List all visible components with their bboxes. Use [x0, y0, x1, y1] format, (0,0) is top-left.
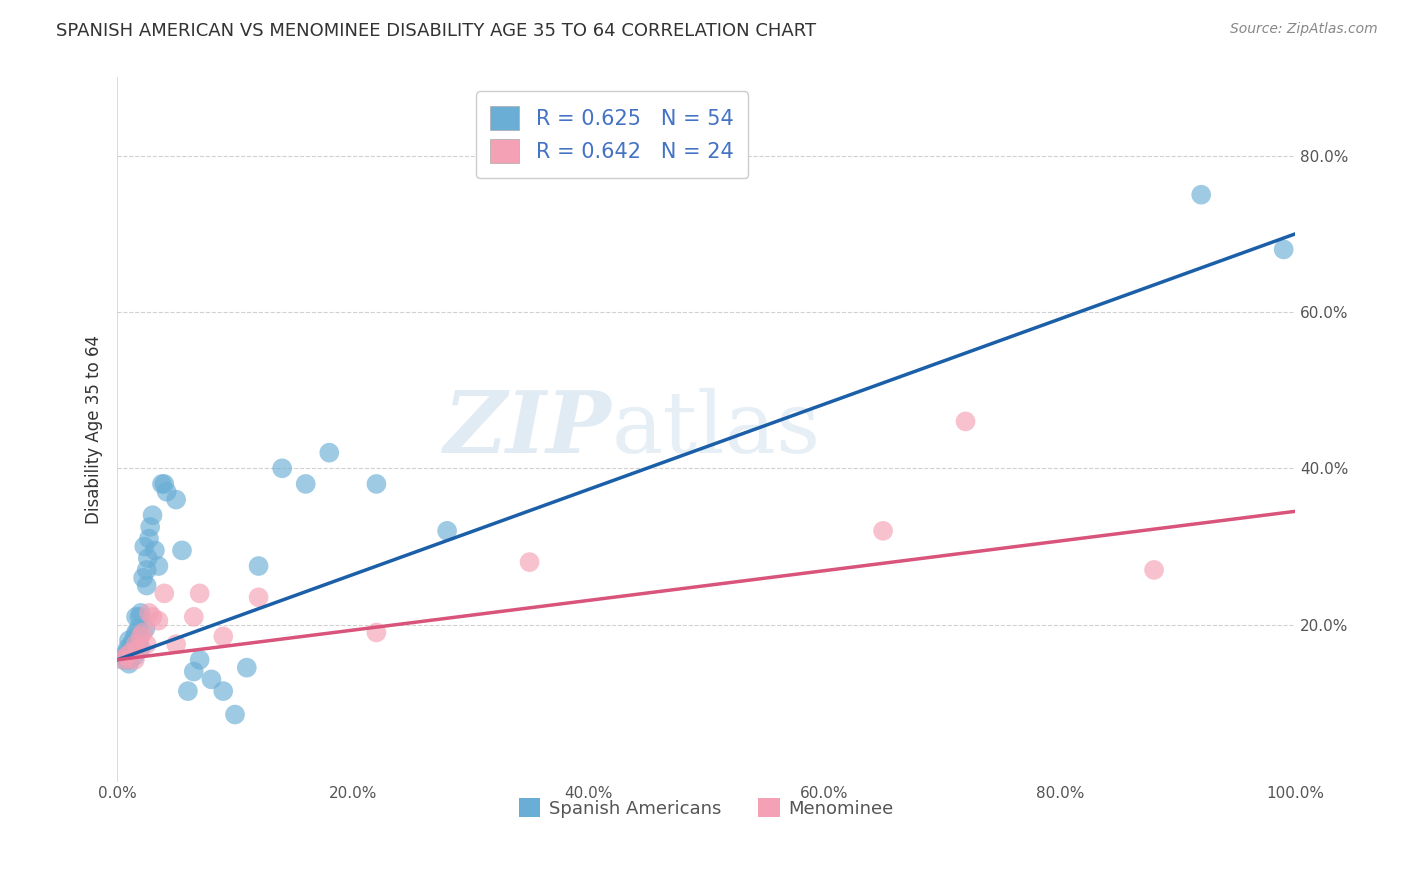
Point: [124, 637, 146, 651]
Point: [125, 625, 148, 640]
Point: [118, 657, 141, 671]
Point: [127, 622, 149, 636]
Point: [125, 637, 148, 651]
Point: [115, 648, 138, 663]
Point: [135, 637, 157, 651]
Point: [188, 586, 211, 600]
Point: [139, 520, 162, 534]
Point: [366, 477, 388, 491]
Point: [150, 477, 173, 491]
Y-axis label: Disability Age 35 to 64: Disability Age 35 to 64: [86, 334, 103, 524]
Point: [247, 559, 270, 574]
Point: [122, 633, 145, 648]
Point: [127, 637, 149, 651]
Point: [136, 551, 159, 566]
Point: [1143, 563, 1166, 577]
Point: [127, 633, 149, 648]
Point: [129, 629, 152, 643]
Point: [118, 653, 141, 667]
Point: [153, 586, 176, 600]
Point: [183, 610, 205, 624]
Point: [124, 648, 146, 663]
Point: [294, 477, 316, 491]
Point: [128, 610, 150, 624]
Point: [148, 559, 170, 574]
Point: [519, 555, 541, 569]
Point: [141, 508, 163, 523]
Point: [115, 645, 138, 659]
Point: [117, 641, 139, 656]
Point: [1189, 187, 1212, 202]
Text: atlas: atlas: [612, 388, 821, 471]
Point: [318, 445, 340, 459]
Point: [112, 653, 135, 667]
Point: [124, 629, 146, 643]
Point: [135, 563, 157, 577]
Point: [200, 673, 222, 687]
Point: [224, 707, 246, 722]
Point: [134, 540, 156, 554]
Point: [112, 653, 135, 667]
Point: [121, 641, 143, 656]
Point: [271, 461, 294, 475]
Point: [120, 637, 142, 651]
Point: [872, 524, 894, 538]
Point: [125, 610, 148, 624]
Point: [156, 484, 179, 499]
Point: [165, 637, 187, 651]
Point: [236, 660, 259, 674]
Text: ZIP: ZIP: [444, 387, 612, 471]
Point: [955, 414, 977, 428]
Legend: Spanish Americans, Menominee: Spanish Americans, Menominee: [512, 791, 901, 825]
Point: [132, 571, 155, 585]
Point: [121, 637, 143, 651]
Point: [366, 625, 388, 640]
Point: [135, 578, 157, 592]
Point: [138, 532, 160, 546]
Point: [129, 606, 152, 620]
Point: [143, 543, 166, 558]
Point: [183, 665, 205, 679]
Point: [134, 622, 156, 636]
Point: [120, 645, 142, 659]
Point: [1272, 243, 1295, 257]
Point: [212, 684, 235, 698]
Point: [177, 684, 200, 698]
Point: [212, 629, 235, 643]
Point: [138, 606, 160, 620]
Point: [127, 641, 149, 656]
Point: [165, 492, 187, 507]
Point: [132, 625, 155, 640]
Point: [247, 591, 270, 605]
Point: [436, 524, 458, 538]
Point: [118, 653, 141, 667]
Point: [124, 653, 146, 667]
Point: [188, 653, 211, 667]
Point: [170, 543, 193, 558]
Text: Source: ZipAtlas.com: Source: ZipAtlas.com: [1230, 22, 1378, 37]
Point: [118, 633, 141, 648]
Point: [114, 648, 136, 663]
Point: [120, 645, 142, 659]
Point: [148, 614, 170, 628]
Point: [141, 610, 163, 624]
Text: SPANISH AMERICAN VS MENOMINEE DISABILITY AGE 35 TO 64 CORRELATION CHART: SPANISH AMERICAN VS MENOMINEE DISABILITY…: [56, 22, 817, 40]
Point: [129, 641, 152, 656]
Point: [153, 477, 176, 491]
